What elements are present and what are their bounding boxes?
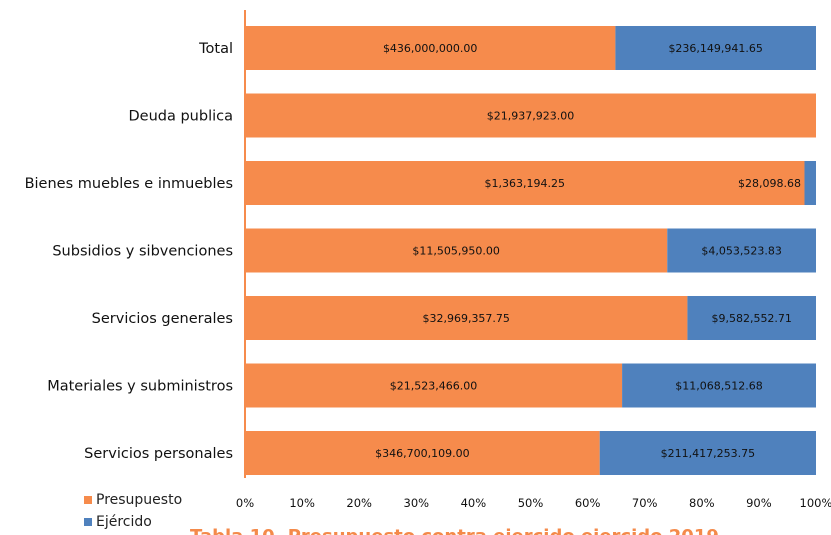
legend-label-presupuesto: Presupuesto bbox=[96, 492, 183, 508]
data-label: $21,523,466.00 bbox=[390, 380, 477, 393]
bar-presupuesto bbox=[245, 26, 616, 70]
bar-presupuesto bbox=[245, 296, 688, 340]
bar-ejercido bbox=[687, 296, 816, 340]
category-label: Bienes muebles e inmuebles bbox=[25, 176, 233, 192]
bar-ejercido bbox=[804, 161, 816, 205]
x-tick-label: 30% bbox=[404, 496, 430, 510]
bar-ejercido bbox=[622, 363, 816, 408]
category-label: Subsidios y sibvenciones bbox=[52, 244, 233, 260]
data-label: $32,969,357.75 bbox=[422, 312, 509, 325]
category-label: Servicios personales bbox=[84, 446, 233, 462]
data-label: $1,363,194.25 bbox=[484, 177, 564, 190]
bar-presupuesto bbox=[245, 363, 623, 408]
bar-ejercido bbox=[599, 431, 816, 475]
data-label: $236,149,941.65 bbox=[668, 42, 762, 55]
chart-caption: Tabla 10. Presupuesto contra ejercido ej… bbox=[190, 526, 750, 535]
data-label: $9,582,552.71 bbox=[711, 312, 791, 325]
data-label: $346,700,109.00 bbox=[375, 447, 469, 460]
legend-item-ejercido: Ejércido bbox=[84, 511, 182, 533]
bar-ejercido bbox=[615, 26, 816, 70]
data-label: $28,098.68 bbox=[738, 177, 801, 190]
x-tick-label: 60% bbox=[575, 496, 601, 510]
data-label: $21,937,923.00 bbox=[487, 110, 574, 123]
bar-presupuesto bbox=[245, 431, 600, 475]
data-label: $11,068,512.68 bbox=[675, 380, 762, 393]
x-tick-label: 50% bbox=[518, 496, 544, 510]
legend-swatch-ejercido bbox=[84, 518, 92, 526]
bar-presupuesto bbox=[245, 228, 668, 273]
legend-label-ejercido: Ejércido bbox=[96, 514, 152, 530]
bar-presupuesto bbox=[245, 161, 805, 205]
category-label: Deuda publica bbox=[129, 109, 234, 125]
x-tick-label: 10% bbox=[289, 496, 315, 510]
x-tick-label: 100% bbox=[800, 496, 831, 510]
category-label: Materiales y subministros bbox=[47, 379, 233, 395]
bar-presupuesto bbox=[245, 93, 816, 138]
bar-ejercido bbox=[667, 228, 816, 273]
legend-item-presupuesto: Presupuesto bbox=[84, 489, 182, 511]
x-tick-label: 70% bbox=[632, 496, 658, 510]
category-label: Total bbox=[198, 41, 233, 57]
x-tick-label: 80% bbox=[689, 496, 715, 510]
x-tick-label: 0% bbox=[236, 496, 254, 510]
data-label: $211,417,253.75 bbox=[661, 447, 755, 460]
data-label: $4,053,523.83 bbox=[701, 245, 781, 258]
legend: Presupuesto Ejércido bbox=[84, 489, 182, 533]
data-label: $436,000,000.00 bbox=[383, 42, 477, 55]
legend-swatch-presupuesto bbox=[84, 496, 92, 504]
x-tick-label: 40% bbox=[461, 496, 487, 510]
x-tick-label: 90% bbox=[746, 496, 772, 510]
x-tick-label: 20% bbox=[346, 496, 372, 510]
data-label: $11,505,950.00 bbox=[412, 245, 499, 258]
category-label: Servicios generales bbox=[92, 311, 233, 327]
